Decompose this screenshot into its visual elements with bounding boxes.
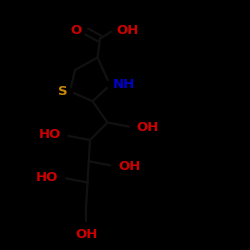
- Text: O: O: [70, 24, 81, 36]
- Text: HO: HO: [36, 171, 58, 184]
- Text: OH: OH: [118, 160, 141, 173]
- Text: OH: OH: [75, 228, 98, 241]
- Text: HO: HO: [38, 128, 61, 141]
- Text: OH: OH: [116, 24, 138, 36]
- Text: NH: NH: [113, 78, 135, 92]
- Text: OH: OH: [137, 121, 159, 134]
- Text: S: S: [58, 85, 68, 98]
